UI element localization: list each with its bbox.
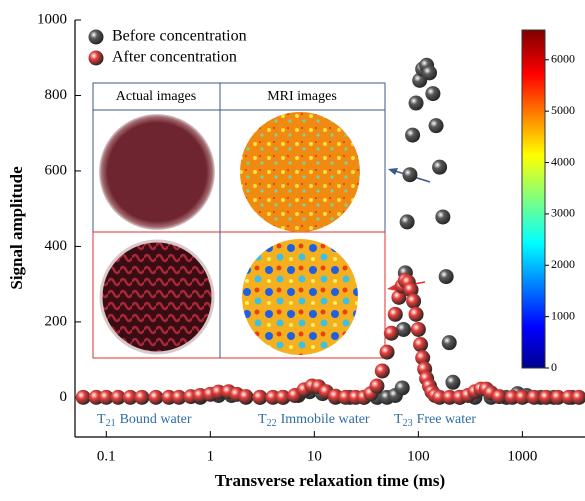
x-tick-label: 1000	[507, 448, 537, 464]
colorbar-tick-label: 1000	[551, 308, 575, 322]
point	[374, 363, 390, 379]
x-tick-label: 100	[407, 448, 430, 464]
x-tick-label: 1	[207, 448, 215, 464]
point	[491, 389, 507, 405]
point	[408, 95, 424, 111]
inset: Actual images MRI images	[92, 82, 431, 359]
point	[98, 389, 114, 405]
arrow-head	[388, 168, 398, 175]
colorbar-tick-label: 3000	[551, 206, 575, 220]
point	[391, 289, 407, 305]
point	[134, 389, 150, 405]
point	[428, 118, 444, 134]
point	[435, 209, 451, 225]
arrow-head	[387, 284, 397, 291]
annotation-subscript: 22	[267, 418, 277, 429]
y-tick-label: 600	[45, 162, 68, 178]
point	[394, 380, 410, 396]
annotation-symbol: T	[258, 412, 267, 427]
y-tick-label: 1000	[37, 11, 67, 27]
y-axis-label: Signal amplitude	[7, 166, 26, 290]
point	[387, 306, 403, 322]
point	[413, 337, 429, 353]
colorbar-tick-label: 4000	[551, 154, 575, 168]
colorbar-tick-label: 5000	[551, 103, 575, 117]
legend-label: Before concentration	[112, 28, 247, 45]
annotation-subscript: 23	[403, 418, 413, 429]
point	[403, 282, 419, 298]
point	[415, 350, 431, 366]
point	[75, 389, 91, 405]
legend-marker	[88, 50, 104, 66]
point	[410, 321, 426, 337]
point	[514, 389, 530, 405]
point	[110, 389, 126, 405]
point	[379, 344, 395, 360]
annotation-label: Immobile water	[281, 412, 370, 427]
point	[122, 389, 138, 405]
x-tick-label: 0.1	[97, 448, 116, 464]
point	[171, 389, 187, 405]
colorbar	[521, 29, 546, 369]
point	[238, 389, 254, 405]
point	[275, 389, 291, 405]
point	[445, 374, 461, 390]
colorbar-tick-label: 6000	[551, 52, 575, 66]
point	[422, 65, 438, 81]
legend-label: After concentration	[112, 49, 237, 66]
annotation-subscript: 21	[106, 418, 116, 429]
x-tick-label: 10	[307, 448, 322, 464]
point	[405, 127, 421, 143]
annotation-symbol: T	[97, 412, 106, 427]
inset-header: MRI images	[267, 89, 337, 104]
x-axis-label: Transverse relaxation time (ms)	[215, 471, 445, 490]
point	[396, 321, 412, 337]
point	[425, 86, 441, 102]
point	[571, 389, 585, 405]
annotation: T22 Immobile water	[258, 412, 370, 429]
annotation-symbol: T	[394, 412, 403, 427]
point	[252, 389, 268, 405]
annotation-label: Bound water	[120, 412, 192, 427]
point	[438, 269, 454, 285]
photo-before	[99, 114, 215, 230]
point	[526, 389, 542, 405]
photo-after	[99, 239, 215, 355]
point	[408, 306, 424, 322]
legend-marker	[88, 29, 104, 45]
annotation: T23 Free water	[394, 412, 476, 429]
point	[441, 335, 457, 351]
point	[383, 325, 399, 341]
mri-after	[242, 239, 358, 355]
annotation-label: Free water	[417, 412, 477, 427]
annotation: T21 Bound water	[97, 412, 192, 429]
y-tick-label: 0	[60, 389, 68, 405]
y-tick-label: 400	[45, 238, 68, 254]
y-tick-label: 200	[45, 313, 68, 329]
colorbar-tick-label: 0	[551, 360, 557, 374]
point	[369, 378, 385, 394]
inset-header: Actual images	[116, 89, 196, 104]
point	[406, 293, 422, 309]
point	[399, 214, 415, 230]
y-tick-label: 800	[45, 87, 68, 103]
point	[538, 389, 554, 405]
point	[148, 389, 164, 405]
point	[402, 167, 418, 183]
mri-before	[240, 112, 360, 232]
point	[432, 159, 448, 175]
point	[550, 389, 566, 405]
colorbar-tick-label: 2000	[551, 257, 575, 271]
